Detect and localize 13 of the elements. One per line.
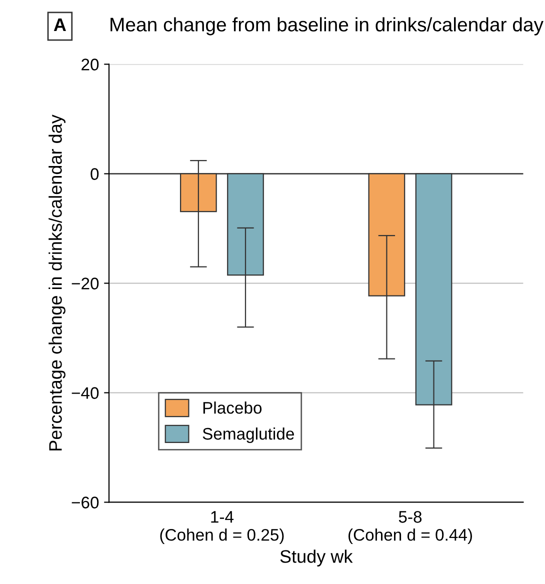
legend-label: Placebo (203, 402, 262, 414)
y-axis-title: Percentage change in drinks/calendar day (48, 114, 66, 450)
y-tick-label: 20 (82, 58, 99, 70)
text: A (54, 18, 66, 31)
x-tick-label: 5-8 (Cohen d = 0.44) (348, 511, 472, 544)
y-tick-label: −60 (72, 496, 99, 508)
y-tick-label: −20 (72, 278, 99, 290)
legend-label: Semaglutide (202, 427, 294, 444)
y-tick-label: 0 (90, 168, 99, 180)
chart-title: Mean change from baseline in drinks/calendar day (110, 17, 544, 36)
x-tick-label: 1-4 (Cohen d = 0.25) (160, 511, 284, 544)
y-tick-label: −40 (72, 387, 99, 399)
x-axis-title: Study wk (280, 550, 353, 566)
